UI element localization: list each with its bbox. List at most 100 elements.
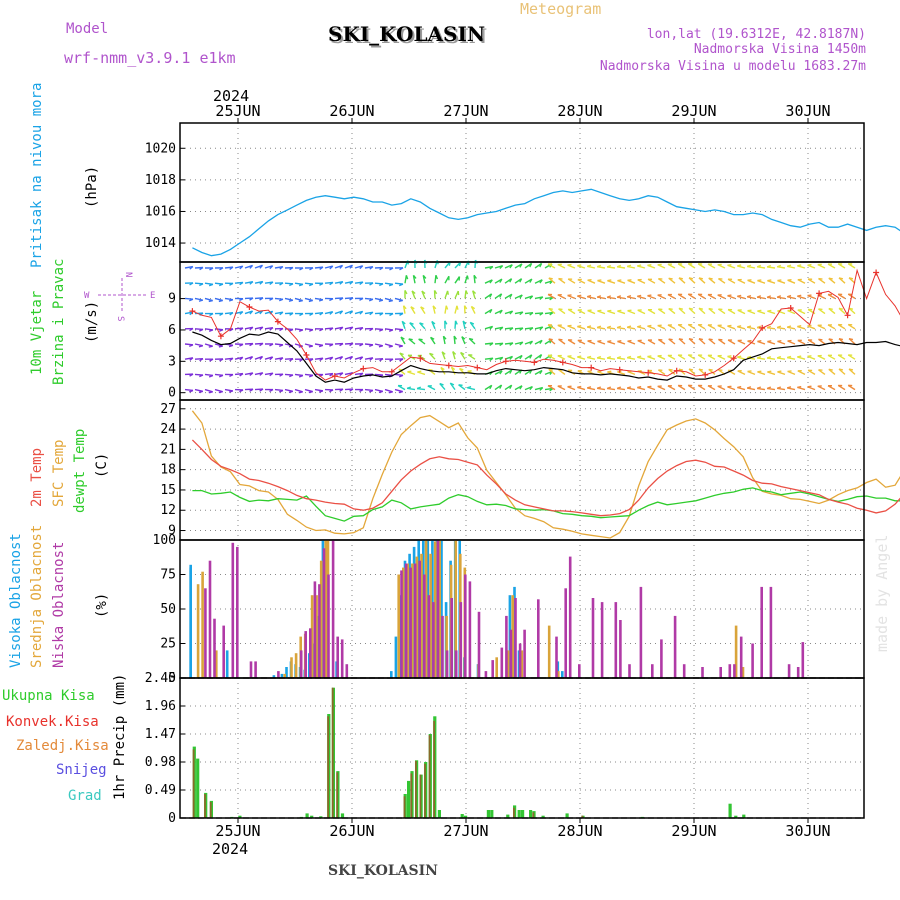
wind-arrowhead (329, 343, 334, 347)
wind-arrowhead (747, 339, 752, 342)
wind-arrowhead (567, 355, 572, 357)
wind-arrowhead (776, 355, 782, 359)
wind-arrowhead (239, 327, 244, 331)
cloud-bar-high (272, 675, 276, 678)
cloud-bar-low (682, 664, 686, 678)
cloud-bar-low (537, 599, 540, 678)
wind-arrowhead (519, 311, 524, 316)
cloud-bar-low (468, 581, 472, 678)
wind-arrowhead (209, 312, 214, 317)
wind-arrowhead (269, 265, 274, 270)
wind-arrowhead (797, 325, 802, 328)
wind-arrowhead (208, 299, 213, 303)
wind-arrowhead (308, 345, 313, 348)
wind-arrowhead (319, 357, 324, 362)
wind-arrowhead (278, 298, 284, 302)
wind-arrowhead (776, 264, 782, 268)
wind-arrowhead (308, 299, 313, 303)
wind-arrowhead (259, 372, 264, 376)
wind-arrowhead (519, 278, 523, 283)
wind-arrowhead (776, 386, 782, 389)
wind-arrowhead (444, 320, 448, 325)
wind-arrowhead (471, 305, 476, 310)
cloud-bar-low (340, 639, 344, 678)
wind-arrowhead (289, 266, 294, 271)
wind-arrowhead (558, 277, 563, 280)
wind-arrowhead (329, 311, 334, 315)
wind-arrowhead (318, 344, 324, 348)
wind-arrowhead (586, 264, 592, 267)
cloud-low-title: Niska Oblacnost (51, 542, 67, 668)
wind-arrowhead (737, 294, 742, 297)
wind-arrowhead (399, 358, 404, 362)
wind-arrowhead (668, 277, 673, 280)
cloud-bar-low (518, 643, 522, 678)
wind-arrowhead (766, 264, 772, 268)
y-tick-label: 1.96 (145, 699, 176, 714)
wind-arrowhead (388, 391, 393, 394)
cloud-bar-high (285, 667, 288, 678)
cloud-bar-low (760, 586, 763, 678)
wind-arrowhead (757, 340, 762, 343)
wind-arrowhead (539, 263, 543, 268)
y-tick-label: 25 (160, 637, 176, 652)
wind-arrowhead (308, 283, 314, 287)
cloud-unit: (%) (94, 593, 110, 618)
cloud-bar-mid (557, 671, 560, 678)
wind-title2: Brzina i Pravac (51, 259, 67, 385)
cloud-bar-low (509, 629, 513, 678)
wind-arrowhead (389, 358, 394, 362)
wind-arrowhead (529, 295, 534, 300)
wind-arrowhead (786, 325, 792, 328)
wind-arrowhead (637, 294, 642, 298)
precip-total-bar (310, 815, 314, 818)
wind-arrowhead (378, 345, 383, 348)
wind-arrowhead (767, 340, 772, 343)
wind-arrowhead (339, 372, 344, 376)
wind-arrowhead (848, 368, 854, 371)
wind-arrowhead (606, 295, 612, 298)
top-day-label: 29JUN (671, 102, 716, 120)
wind-arrowhead (466, 275, 469, 280)
wind-arrowhead (389, 267, 394, 271)
wind-arrowhead (249, 281, 254, 285)
wind-arrowhead (349, 281, 354, 285)
wind-arrowhead (298, 329, 304, 332)
wind-arrowhead (359, 327, 364, 331)
wind-arrowhead (727, 355, 732, 358)
top-day-label: 27JUN (443, 102, 488, 120)
wind-arrowhead (339, 343, 344, 347)
cloud-bar-mid (433, 541, 437, 678)
wind-arrowhead (329, 298, 334, 302)
wind-arrowhead (208, 345, 213, 348)
cloud-bar-low (484, 671, 488, 678)
wind-arrowhead (368, 298, 374, 302)
wind-arrowhead (737, 355, 742, 358)
pressure-line (192, 188, 900, 257)
wind-arrowhead (430, 336, 435, 340)
cloud-bar-low (213, 618, 216, 678)
wind-arrowhead (279, 357, 284, 361)
top-day-labels: 25JUN 26JUN 27JUN 28JUN 29JUN 30JUN (215, 102, 831, 123)
wind-arrowhead (279, 327, 284, 332)
wind-arrowhead (445, 305, 449, 310)
top-day-label: 30JUN (785, 102, 830, 120)
wind-arrowhead (756, 264, 762, 268)
wind-arrowhead (349, 310, 354, 315)
cloud-bar-low (578, 664, 581, 678)
cloud-bar-mid (397, 574, 400, 678)
wind-arrowhead (606, 264, 612, 268)
precip-labels: 1hr Precip (mm) Ukupna Kisa Konvek.Kisa … (2, 674, 128, 804)
wind-arrowhead (218, 374, 224, 378)
wind-arrowhead (489, 384, 493, 390)
wind-arrowhead (298, 283, 304, 287)
wind-arrowhead (637, 385, 642, 389)
precip-conv-bar (581, 815, 584, 818)
y-tick-label: 1018 (145, 173, 176, 188)
wind-arrowhead (539, 354, 543, 359)
wind-arrowhead (418, 338, 423, 341)
y-tick-label: 100 (153, 533, 176, 548)
wind-arrowhead (499, 265, 504, 270)
precip-total-bar (517, 810, 521, 818)
gust-marker (787, 305, 794, 311)
